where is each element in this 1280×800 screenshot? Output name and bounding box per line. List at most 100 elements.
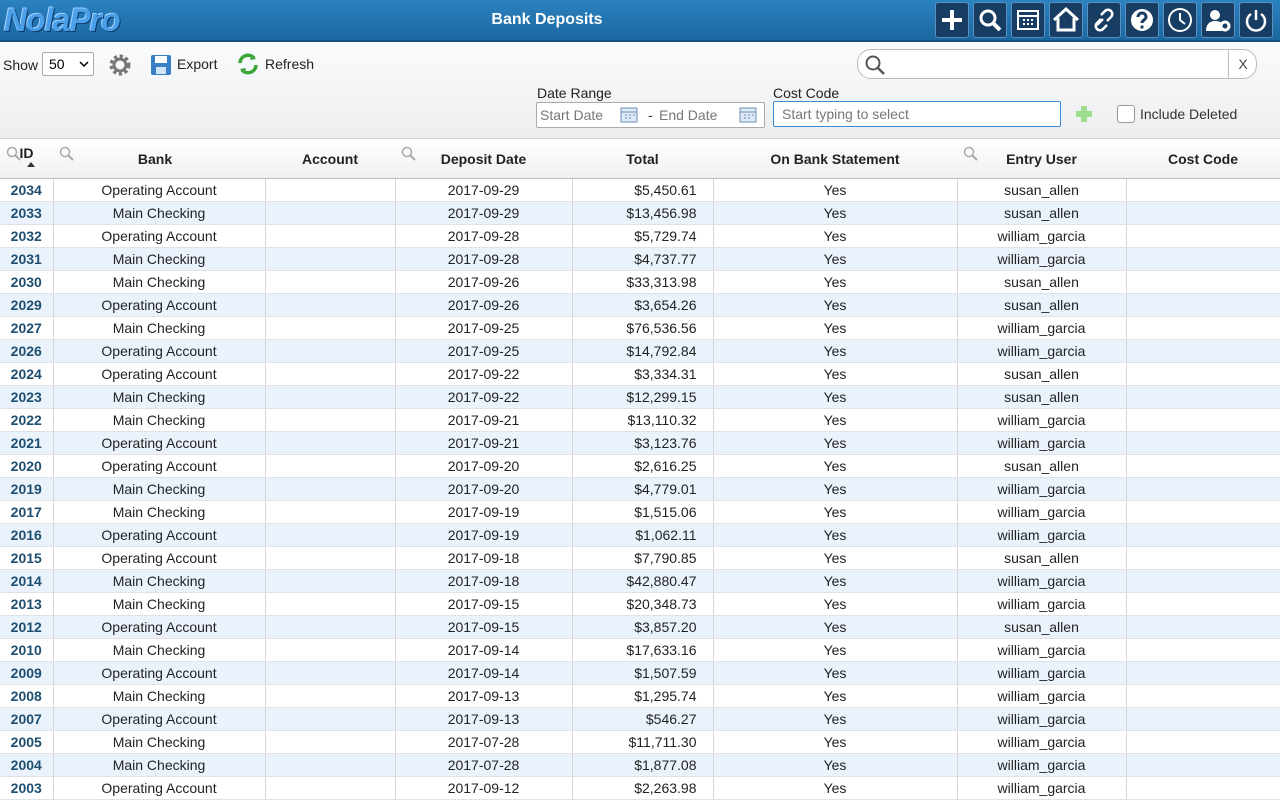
table-row[interactable]: 2024 Operating Account 2017-09-22 $3,334.31… [0,362,1280,386]
column-header[interactable]: ID [0,140,53,179]
table-row[interactable]: 2027 Main Checking 2017-09-25 $76,536.56 Yes… [0,316,1280,340]
include-deleted-label[interactable]: Include Deleted [1140,106,1238,122]
table-row[interactable]: 2029 Operating Account 2017-09-26 $3,654.26… [0,293,1280,317]
column-title[interactable]: Deposit Date [440,151,527,167]
include-deleted-checkbox[interactable] [1117,105,1135,123]
table-cell[interactable]: 2004 [0,753,54,777]
refresh-icon[interactable] [235,51,261,77]
column-search-icon[interactable] [6,146,22,162]
column-title[interactable]: Entry User [1006,151,1077,167]
table-cell: william_garcia [957,523,1127,547]
help-button[interactable] [1125,2,1159,38]
column-header[interactable]: Total [572,140,713,179]
table-cell[interactable]: 2003 [0,776,54,800]
column-header[interactable]: Bank [53,140,265,179]
table-cell[interactable]: 2015 [0,546,54,570]
column-header[interactable]: Account [265,140,395,179]
table-cell[interactable]: 2030 [0,270,54,294]
table-row[interactable]: 2026 Operating Account 2017-09-25 $14,792.8… [0,339,1280,363]
table-row[interactable]: 2015 Operating Account 2017-09-18 $7,790.85… [0,546,1280,570]
table-cell[interactable]: 2034 [0,178,54,202]
add-cost-code[interactable] [1074,104,1094,124]
table-row[interactable]: 2020 Operating Account 2017-09-20 $2,616.25… [0,454,1280,478]
table-cell[interactable]: 2016 [0,523,54,547]
table-cell[interactable]: 2009 [0,661,54,685]
table-cell[interactable]: 2021 [0,431,54,455]
start-date-input[interactable]: Start Date [540,107,604,123]
logo[interactable]: NolaPro [4,2,121,38]
column-header[interactable]: Cost Code [1126,140,1280,179]
search-box[interactable]: X [857,49,1257,79]
table-row[interactable]: 2017 Main Checking 2017-09-19 $1,515.06 Yes w… [0,500,1280,524]
column-title[interactable]: Bank [137,151,173,167]
column-header[interactable]: On Bank Statement [713,140,957,179]
table-row[interactable]: 2014 Main Checking 2017-09-18 $42,880.47 Yes… [0,569,1280,593]
table-cell[interactable]: 2005 [0,730,54,754]
date-range-input[interactable]: Start Date - End Date [536,102,765,128]
column-title[interactable]: ID [19,145,34,161]
add-button[interactable] [935,2,969,38]
table-row[interactable]: 2033 Main Checking 2017-09-29 $13,456.98 Yes… [0,201,1280,225]
column-title[interactable]: Total [626,151,659,167]
table-row[interactable]: 2005 Main Checking 2017-07-28 $11,711.30 Yes… [0,730,1280,754]
user-settings-button[interactable] [1201,2,1235,38]
table-row[interactable]: 2010 Main Checking 2017-09-14 $17,633.16 Yes… [0,638,1280,662]
export-button[interactable]: Export [177,56,218,72]
table-row[interactable]: 2031 Main Checking 2017-09-28 $4,737.77 Yes w… [0,247,1280,271]
table-cell[interactable]: 2033 [0,201,54,225]
settings-icon[interactable] [107,52,133,78]
table-row[interactable]: 2019 Main Checking 2017-09-20 $4,779.01 Yes w… [0,477,1280,501]
home-button[interactable] [1049,2,1083,38]
table-row[interactable]: 2012 Operating Account 2017-09-15 $3,857.20… [0,615,1280,639]
table-cell[interactable]: 2010 [0,638,54,662]
links-button[interactable] [1087,2,1121,38]
search-clear[interactable]: X [1228,50,1257,78]
table-row[interactable]: 2007 Operating Account 2017-09-13 $546.27 Ye… [0,707,1280,731]
table-row[interactable]: 2003 Operating Account 2017-09-12 $2,263.98… [0,776,1280,800]
table-row[interactable]: 2021 Operating Account 2017-09-21 $3,123.76… [0,431,1280,455]
table-row[interactable]: 2034 Operating Account 2017-09-29 $5,450.61… [0,178,1280,202]
table-cell[interactable]: 2008 [0,684,54,708]
column-search-icon[interactable] [963,146,979,162]
column-title[interactable]: Account [302,151,358,167]
table-cell[interactable]: 2023 [0,385,54,409]
page-size-select[interactable]: 50 [42,52,94,76]
table-cell[interactable]: 2024 [0,362,54,386]
refresh-button[interactable]: Refresh [265,56,315,72]
calendar-button[interactable] [1011,2,1045,38]
table-cell[interactable]: 2007 [0,707,54,731]
table-cell[interactable]: 2020 [0,454,54,478]
column-title[interactable]: Cost Code [1168,151,1238,167]
table-cell[interactable]: 2012 [0,615,54,639]
table-cell[interactable]: 2029 [0,293,54,317]
end-date-input[interactable]: End Date [659,107,718,123]
table-cell[interactable]: 2022 [0,408,54,432]
table-row[interactable]: 2016 Operating Account 2017-09-19 $1,062.11… [0,523,1280,547]
table-row[interactable]: 2008 Main Checking 2017-09-13 $1,295.74 Yes w… [0,684,1280,708]
table-cell[interactable]: 2031 [0,247,54,271]
table-row[interactable]: 2013 Main Checking 2017-09-15 $20,348.73 Yes… [0,592,1280,616]
table-row[interactable]: 2009 Operating Account 2017-09-14 $1,507.59… [0,661,1280,685]
export-icon[interactable] [150,54,172,76]
column-title[interactable]: On Bank Statement [770,151,900,167]
column-search-icon[interactable] [401,146,417,162]
table-cell[interactable]: 2026 [0,339,54,363]
table-cell[interactable]: 2027 [0,316,54,340]
table-row[interactable]: 2030 Main Checking 2017-09-26 $33,313.98 Yes… [0,270,1280,294]
column-header[interactable]: Deposit Date [395,140,572,179]
table-row[interactable]: 2022 Main Checking 2017-09-21 $13,110.32 Yes… [0,408,1280,432]
column-search-icon[interactable] [59,146,75,162]
table-row[interactable]: 2023 Main Checking 2017-09-22 $12,299.15 Yes… [0,385,1280,409]
cost-code-input[interactable]: Start typing to select [773,101,1061,127]
column-header[interactable]: Entry User [957,140,1126,179]
table-cell[interactable]: 2014 [0,569,54,593]
table-row[interactable]: 2032 Operating Account 2017-09-28 $5,729.74… [0,224,1280,248]
table-row[interactable]: 2004 Main Checking 2017-07-28 $1,877.08 Yes w… [0,753,1280,777]
table-cell[interactable]: 2013 [0,592,54,616]
clock-button[interactable] [1163,2,1197,38]
table-cell[interactable]: 2019 [0,477,54,501]
table-cell[interactable]: 2017 [0,500,54,524]
search-button[interactable] [973,2,1007,38]
table-cell[interactable]: 2032 [0,224,54,248]
logout-button[interactable] [1239,2,1273,38]
